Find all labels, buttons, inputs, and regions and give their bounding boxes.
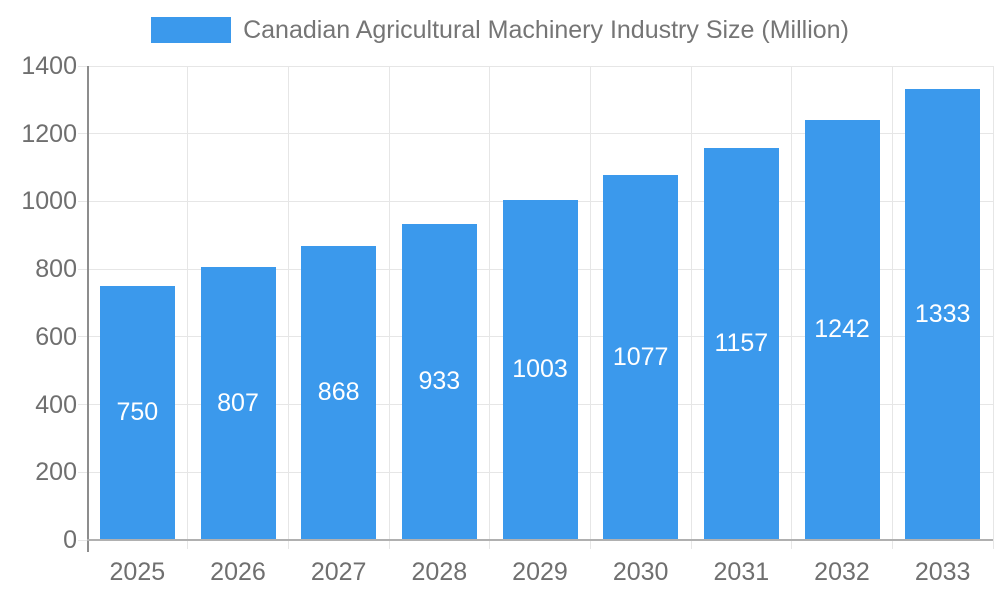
bar-value-label: 933	[418, 367, 461, 396]
y-axis-tick	[78, 200, 87, 202]
y-axis-label: 600	[35, 322, 77, 351]
bar-value-label: 750	[116, 398, 159, 427]
v-gridline	[489, 66, 491, 549]
v-gridline	[791, 66, 793, 549]
x-axis-label: 2031	[713, 558, 770, 586]
y-axis-label: 1000	[21, 187, 77, 216]
bar-value-label: 1333	[914, 299, 971, 328]
y-axis-label: 0	[63, 526, 77, 554]
y-axis-tick	[78, 268, 87, 270]
x-axis-label: 2029	[512, 558, 568, 586]
y-axis-line	[87, 66, 89, 552]
legend-color-swatch-icon	[151, 17, 232, 43]
legend-label: Canadian Agricultural Machinery Industry…	[243, 15, 849, 44]
y-axis-tick	[78, 65, 87, 67]
bar-2028: 933	[401, 224, 477, 540]
v-gridline	[891, 66, 893, 549]
bar-value-label: 1003	[512, 355, 568, 384]
x-axis-label: 2026	[210, 558, 266, 586]
bar-2032: 1242	[804, 119, 880, 540]
v-gridline	[690, 66, 692, 549]
bar-2029: 1003	[502, 200, 578, 540]
v-gridline	[187, 66, 189, 549]
x-axis-label: 2030	[612, 558, 669, 586]
v-gridline	[388, 66, 390, 549]
y-axis-tick	[78, 539, 87, 541]
plot-area: 0 200 400 600 800 1000 1200 1400 750 2025 807 2026 8…	[21, 52, 994, 586]
y-axis-label: 800	[35, 255, 77, 284]
bar-value-label: 1077	[612, 342, 669, 371]
x-axis-label: 2025	[109, 558, 166, 586]
v-gridline	[287, 66, 289, 549]
y-axis-tick	[78, 471, 87, 473]
x-axis-label: 2028	[411, 558, 468, 586]
y-axis-label: 1400	[21, 52, 77, 80]
x-axis-label: 2032	[814, 558, 870, 586]
bar-2031: 1157	[703, 148, 779, 540]
y-axis-tick	[78, 404, 87, 406]
bar-2026: 807	[200, 266, 276, 540]
bar-2025: 750	[99, 286, 175, 540]
v-gridline	[992, 66, 994, 549]
bar-2030: 1077	[603, 175, 679, 540]
y-axis-tick	[78, 133, 87, 135]
chart-legend: Canadian Agricultural Machinery Industry…	[0, 15, 1000, 45]
h-gridline	[87, 65, 993, 67]
bar-value-label: 1242	[814, 315, 870, 343]
bar-value-label: 868	[317, 378, 360, 407]
bar-2027: 868	[301, 246, 377, 540]
bar-2033: 1333	[905, 88, 981, 540]
x-axis-label: 2027	[310, 558, 367, 586]
v-gridline	[589, 66, 591, 549]
bar-value-label: 1157	[714, 329, 769, 358]
y-axis-tick	[78, 336, 87, 338]
x-axis-label: 2033	[914, 558, 971, 586]
y-axis-label: 1200	[21, 119, 77, 148]
x-axis-baseline	[87, 539, 993, 541]
bar-value-label: 807	[217, 388, 259, 417]
h-gridline	[87, 133, 993, 135]
y-axis-label: 200	[35, 458, 77, 487]
y-axis-label: 400	[35, 390, 77, 419]
